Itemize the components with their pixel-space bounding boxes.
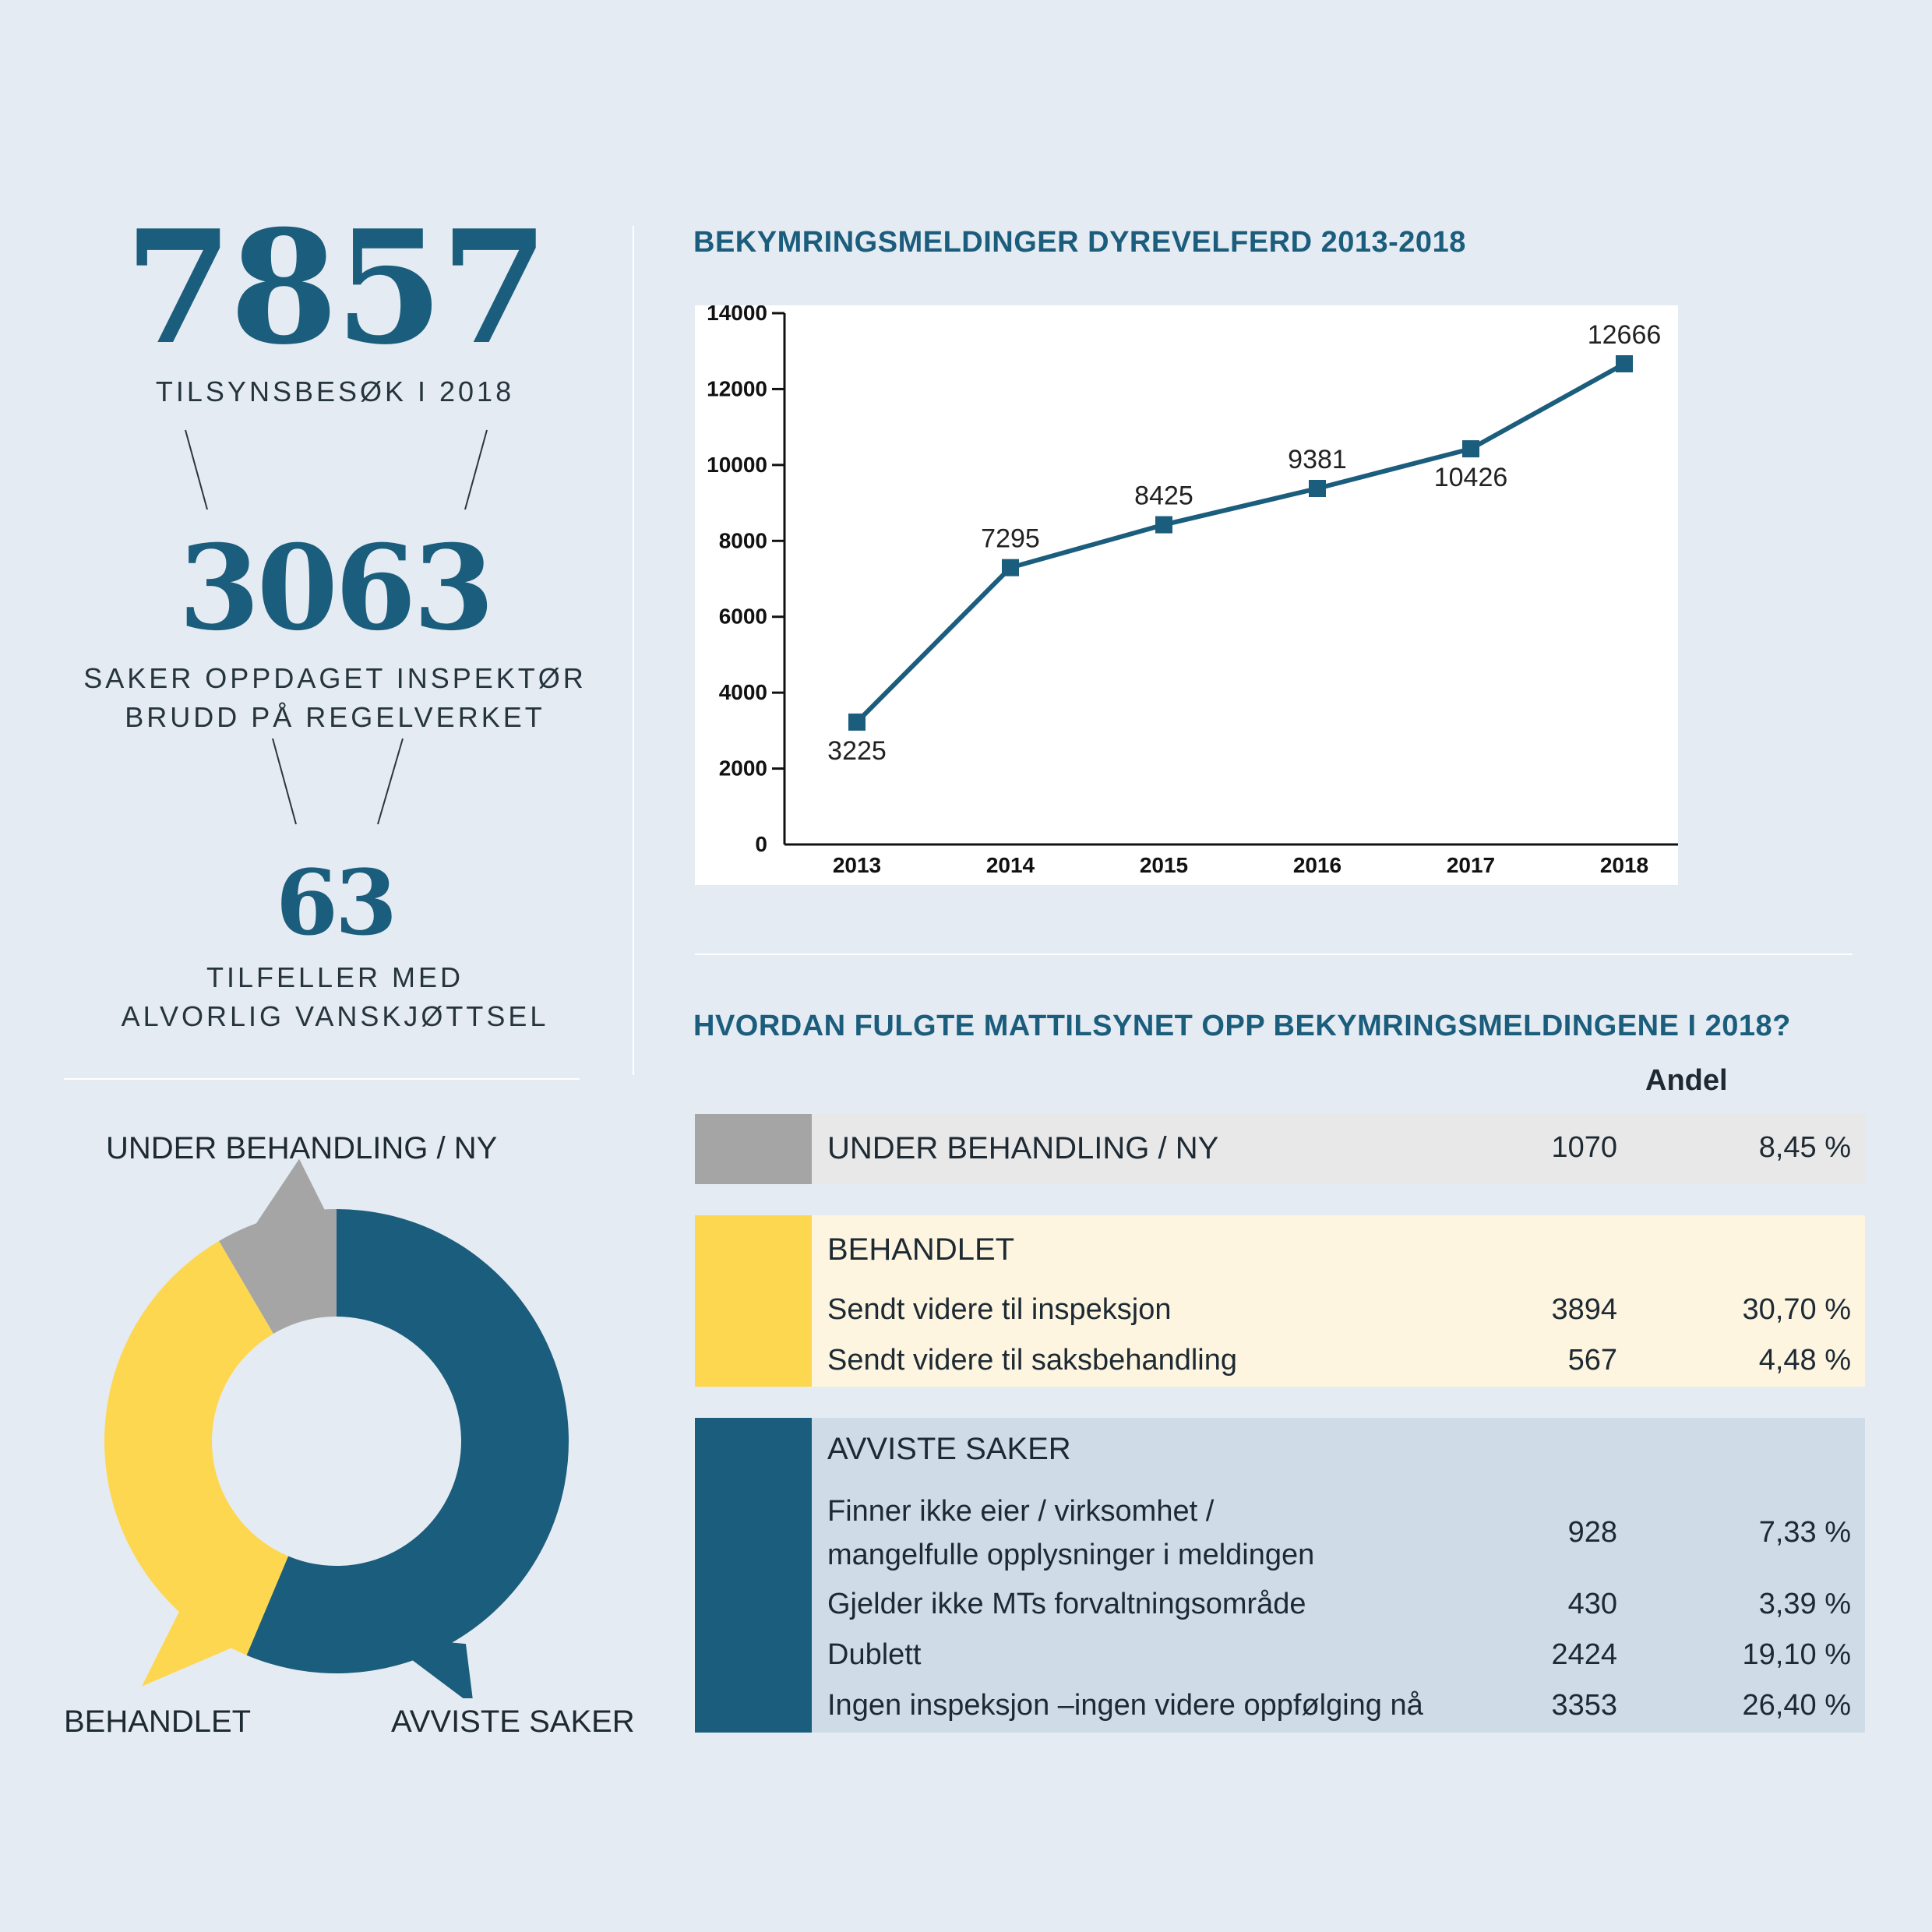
line-chart-title: BEKYMRINGSMELDINGER DYREVELFERD 2013-201… (693, 226, 1466, 259)
y-tick-label: 2000 (719, 756, 767, 781)
gray-row-bg (812, 1114, 1865, 1184)
x-tick-label: 2017 (1447, 853, 1495, 877)
y-tick-label: 10000 (707, 453, 767, 477)
cases-caption-line2: BRUDD PÅ REGELVERKET (125, 701, 545, 733)
right-divider (695, 954, 1853, 955)
neglect-caption-line2: ALVORLIG VANSKJØTTSEL (121, 1000, 549, 1032)
cases-number: 3063 (178, 520, 494, 657)
row-pct: 7,33 % (1758, 1516, 1851, 1549)
row-label: Gjelder ikke MTs forvaltningsområde (827, 1588, 1306, 1620)
row-count: 3353 (1551, 1689, 1617, 1722)
row-count: 3894 (1551, 1293, 1617, 1326)
row-count: 567 (1567, 1344, 1617, 1377)
row-label-line2: mangelfulle opplysninger i meldingen (827, 1539, 1315, 1571)
neglect-caption: TILFELLER MED ALVORLIG VANSKJØTTSEL (0, 958, 670, 1036)
yellow-color-bar (695, 1215, 812, 1387)
neglect-number: 63 (275, 851, 397, 956)
y-tick-label: 4000 (719, 680, 767, 704)
row-count: 430 (1567, 1588, 1617, 1620)
row-pct: 3,39 % (1758, 1588, 1851, 1620)
donut-slice-avviste (246, 1209, 569, 1673)
vertical-divider (633, 226, 634, 1075)
row-label: Sendt videre til inspeksjon (827, 1293, 1172, 1326)
under-count: 1070 (1551, 1131, 1617, 1164)
row-label: Sendt videre til saksbehandling (827, 1344, 1238, 1377)
pointer-behandlet (141, 1608, 251, 1687)
donut-label-under: UNDER BEHANDLING / NY (106, 1131, 498, 1165)
row-label: Finner ikke eier / virksomhet / mangelfu… (827, 1490, 1314, 1577)
data-point (1616, 354, 1633, 372)
behandlet-block: BEHANDLET Sendt videre til inspeksjon 38… (695, 1215, 1865, 1387)
cases-caption: SAKER OPPDAGET INSPEKTØR BRUDD PÅ REGELV… (0, 659, 670, 737)
y-tick-label: 14000 (707, 305, 767, 325)
y-tick-label: 0 (755, 832, 767, 856)
donut-label-avviste: AVVISTE SAKER (391, 1705, 635, 1739)
row-count: 928 (1567, 1516, 1617, 1549)
data-label: 8425 (1134, 481, 1193, 511)
data-point (1309, 480, 1326, 498)
row-pct: 4,48 % (1758, 1344, 1851, 1377)
data-point (1155, 516, 1172, 534)
visits-caption-text: TILSYNSBESØK I 2018 (155, 375, 515, 407)
donut-slice-behandlet (104, 1241, 289, 1655)
cases-caption-line1: SAKER OPPDAGET INSPEKTØR (83, 662, 587, 694)
row-label: Ingen inspeksjon –ingen videre oppfølgin… (827, 1689, 1423, 1722)
data-label: 3225 (827, 736, 887, 766)
andel-header: Andel (1645, 1064, 1728, 1097)
x-tick-label: 2016 (1293, 853, 1341, 877)
data-point (1462, 440, 1479, 458)
x-tick-label: 2013 (833, 853, 881, 877)
pointer-avviste (379, 1636, 473, 1698)
visits-number: 7857 (124, 196, 549, 379)
data-point (1002, 559, 1019, 576)
series-line (855, 361, 1626, 724)
row-label: Dublett (827, 1638, 922, 1671)
data-point (848, 713, 866, 731)
yellow-row-bg (812, 1215, 1865, 1387)
donut-chart (104, 1158, 569, 1698)
y-tick-label: 8000 (719, 528, 767, 552)
avviste-heading: AVVISTE SAKER (827, 1432, 1071, 1466)
row-pct: 26,40 % (1742, 1689, 1851, 1722)
row-label-line1: Finner ikke eier / virksomhet / (827, 1495, 1215, 1528)
behandlet-heading: BEHANDLET (827, 1232, 1015, 1267)
connector-lines-1 (185, 429, 488, 825)
under-label: UNDER BEHANDLING / NY (827, 1131, 1219, 1165)
data-label: 12666 (1588, 320, 1662, 350)
line-chart: 0 2000 4000 6000 8000 10000 12000 14000 2013 2014… (695, 305, 1678, 885)
table-title: HVORDAN FULGTE MATTILSYNET OPP BEKYMRING… (693, 1010, 1791, 1042)
data-label: 10426 (1434, 463, 1508, 492)
left-divider (64, 1078, 580, 1080)
data-label: 9381 (1288, 445, 1347, 474)
donut-label-behandlet: BEHANDLET (64, 1705, 252, 1739)
blue-row-bg (812, 1418, 1865, 1733)
under-behandling-block: UNDER BEHANDLING / NY 1070 8,45 % (695, 1114, 1865, 1184)
visits-caption: TILSYNSBESØK I 2018 (0, 372, 670, 411)
pointer-under (252, 1158, 335, 1229)
plot-background (695, 305, 1678, 885)
table-row: Finner ikke eier / virksomhet / mangelfu… (827, 1490, 1851, 1583)
x-tick-label: 2014 (986, 853, 1035, 877)
y-tick-label: 6000 (719, 605, 767, 629)
avviste-block: AVVISTE SAKER Finner ikke eier / virksom… (695, 1418, 1865, 1733)
blue-color-bar (695, 1418, 812, 1733)
row-count: 2424 (1551, 1638, 1617, 1671)
neglect-caption-line1: TILFELLER MED (206, 961, 464, 993)
y-tick-label: 12000 (707, 376, 767, 400)
row-pct: 30,70 % (1742, 1293, 1851, 1326)
gray-color-bar (695, 1114, 812, 1184)
under-pct: 8,45 % (1758, 1131, 1851, 1164)
x-tick-label: 2015 (1140, 853, 1188, 877)
row-pct: 19,10 % (1742, 1638, 1851, 1671)
data-label: 7295 (981, 524, 1040, 554)
donut-slice-under (219, 1209, 337, 1334)
x-tick-label: 2018 (1600, 853, 1648, 877)
